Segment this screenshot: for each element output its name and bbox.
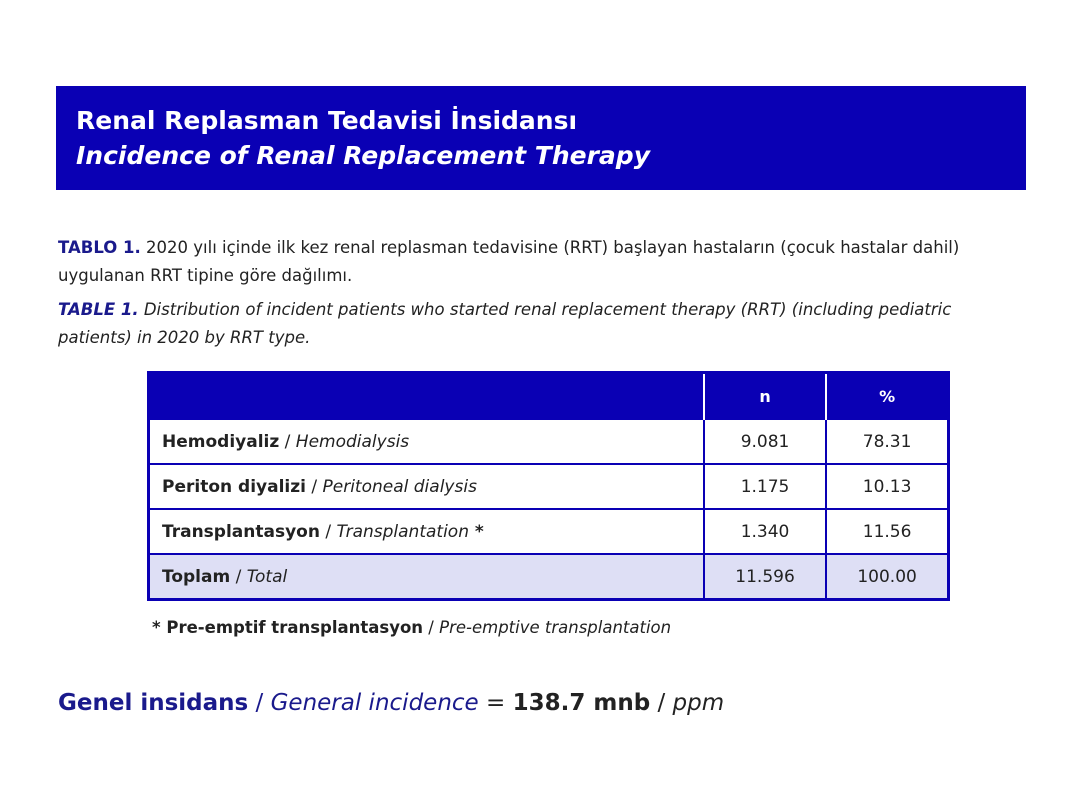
- row-label-separator: /: [319, 521, 337, 542]
- title-banner: Renal Replasman Tedavisi İnsidansı Incid…: [56, 86, 1026, 190]
- row-n-value: 1.175: [702, 463, 828, 510]
- title-english: Incidence of Renal Replacement Therapy: [76, 141, 650, 170]
- table-row: Periton diyalizi / Peritoneal dialysis 1…: [147, 463, 950, 510]
- row-label-separator: /: [230, 566, 247, 587]
- caption-label-english: TABLE 1.: [58, 300, 139, 319]
- row-percent-value: 100.00: [825, 553, 950, 601]
- row-percent-value: 11.56: [825, 508, 950, 555]
- row-label-turkish: Toplam: [162, 566, 231, 587]
- footnote-turkish: * Pre-emptif transplantasyon: [152, 618, 424, 637]
- general-incidence-label-turkish: Genel insidans: [58, 690, 249, 716]
- table-footnote: * Pre-emptif transplantasyon / Pre-empti…: [152, 615, 671, 641]
- row-label-turkish: Transplantasyon: [162, 521, 320, 542]
- row-label-separator: /: [305, 476, 323, 497]
- table-total-row: Toplam / Total 11.596 100.00: [147, 553, 950, 601]
- general-incidence-value: 138.7 mnb: [512, 690, 651, 716]
- row-label: Periton diyalizi / Peritoneal dialysis: [147, 463, 705, 510]
- table-caption-turkish: TABLO 1. 2020 yılı içinde ilk kez renal …: [58, 234, 1028, 290]
- caption-text-english: Distribution of incident patients who st…: [58, 300, 952, 347]
- row-label-turkish: Periton diyalizi: [162, 476, 306, 497]
- general-incidence-separator: /: [248, 690, 271, 716]
- header-cell-label: [148, 372, 704, 419]
- row-label: Hemodiyaliz / Hemodialysis: [147, 418, 705, 465]
- row-label-separator: /: [279, 431, 296, 452]
- rrt-table-container: n % Hemodiyaliz / Hemodialysis 9.081 78.…: [147, 371, 950, 601]
- caption-label-turkish: TABLO 1.: [58, 238, 141, 257]
- footnote-english: Pre-emptive transplantation: [439, 618, 672, 637]
- row-percent-value: 78.31: [825, 418, 950, 465]
- row-footnote-marker: *: [468, 521, 484, 542]
- title-turkish: Renal Replasman Tedavisi İnsidansı: [76, 106, 578, 135]
- row-label-english: Total: [246, 566, 288, 587]
- row-label-english: Hemodialysis: [295, 431, 410, 452]
- row-label: Toplam / Total: [147, 553, 705, 601]
- row-label-turkish: Hemodiyaliz: [162, 431, 280, 452]
- table-caption-english: TABLE 1. Distribution of incident patien…: [58, 296, 1028, 352]
- header-cell-n: n: [702, 372, 827, 419]
- general-incidence-unit: ppm: [672, 690, 725, 716]
- row-percent-value: 10.13: [825, 463, 950, 510]
- row-label: Transplantasyon / Transplantation *: [147, 508, 705, 555]
- general-incidence-unit-separator: /: [650, 690, 673, 716]
- row-label-english: Transplantation: [336, 521, 469, 542]
- caption-text-turkish: 2020 yılı içinde ilk kez renal replasman…: [58, 238, 960, 285]
- row-label-english: Peritoneal dialysis: [322, 476, 477, 497]
- row-n-value: 9.081: [702, 418, 828, 465]
- table-header-row: n %: [148, 372, 949, 419]
- general-incidence-label-english: General incidence: [270, 690, 479, 716]
- row-n-value: 1.340: [702, 508, 828, 555]
- header-cell-percent: %: [825, 372, 949, 419]
- general-incidence-equals: =: [478, 690, 513, 716]
- table-row: Transplantasyon / Transplantation * 1.34…: [147, 508, 950, 555]
- general-incidence-line: Genel insidans / General incidence = 138…: [58, 685, 724, 721]
- row-n-value: 11.596: [702, 553, 828, 601]
- rrt-distribution-table: n % Hemodiyaliz / Hemodialysis 9.081 78.…: [147, 371, 950, 601]
- table-row: Hemodiyaliz / Hemodialysis 9.081 78.31: [147, 418, 950, 465]
- footnote-separator: /: [423, 618, 440, 637]
